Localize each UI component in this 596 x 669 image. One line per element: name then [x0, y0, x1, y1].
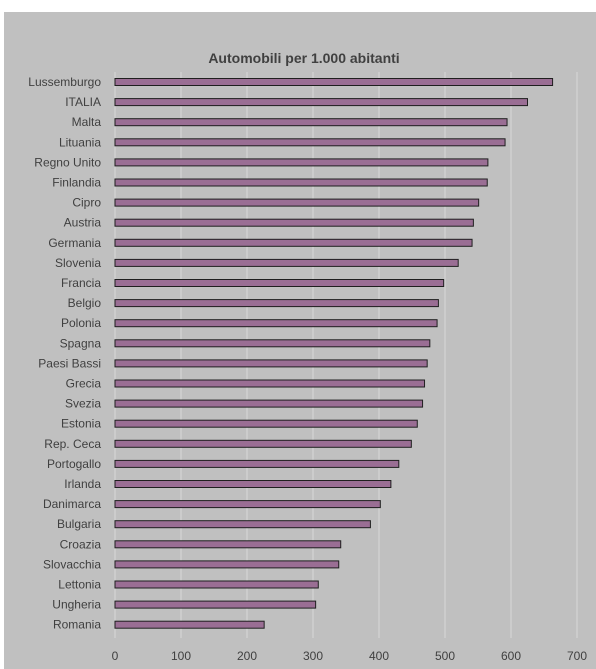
- category-labels: Lussemburgo ITALIA Malta Lituania Regno Unit…: [28, 75, 101, 632]
- category-label: Regno Unito: [34, 155, 101, 169]
- bar-slovenia: [114, 258, 459, 267]
- category-label: Paesi Bassi: [38, 356, 101, 370]
- bar-spagna: [114, 339, 431, 348]
- bar-paesi-bassi: [114, 359, 428, 368]
- category-label: Rep. Ceca: [44, 437, 101, 451]
- chart-container: Automobili per 1.000 abitanti Lussemburg…: [4, 12, 596, 669]
- x-tick-label: 500: [435, 649, 455, 663]
- bar-danimarca: [114, 500, 381, 509]
- category-label: Romania: [53, 618, 101, 632]
- bar-belgio: [114, 299, 439, 308]
- category-label: Germania: [48, 236, 101, 250]
- grid-lines: [114, 72, 578, 638]
- bar-regno-unito: [114, 158, 489, 167]
- category-label: Lituania: [59, 135, 101, 149]
- x-tick-label: 0: [112, 649, 119, 663]
- category-label: Polonia: [61, 316, 101, 330]
- bar-croazia: [114, 540, 342, 549]
- bar-bulgaria: [114, 520, 371, 529]
- category-label: Estonia: [61, 417, 101, 431]
- bar-romania: [114, 620, 265, 629]
- bar-slovacchia: [114, 560, 340, 569]
- category-label: Austria: [64, 216, 102, 230]
- x-tick-label: 700: [567, 649, 587, 663]
- category-label: Slovenia: [55, 256, 101, 270]
- bar-portogallo: [114, 459, 400, 468]
- bar-malta: [114, 118, 508, 127]
- category-label: Slovacchia: [43, 557, 101, 571]
- bar-austria: [114, 218, 474, 227]
- category-label: Cipro: [72, 196, 101, 210]
- category-label: Finlandia: [52, 176, 101, 190]
- bar-estonia: [114, 419, 418, 428]
- x-tick-label: 600: [501, 649, 521, 663]
- category-label: Irlanda: [64, 477, 101, 491]
- bar-lettonia: [114, 580, 319, 589]
- category-label: Lussemburgo: [28, 75, 101, 89]
- bars: [114, 78, 554, 629]
- bar-ungheria: [114, 600, 317, 609]
- bar-irlanda: [114, 480, 392, 488]
- category-label: Bulgaria: [57, 517, 101, 531]
- bar-germania: [114, 238, 473, 247]
- category-label: Malta: [72, 115, 102, 129]
- bar-francia: [114, 279, 445, 287]
- bar-grecia: [114, 379, 426, 388]
- category-label: Spagna: [60, 336, 102, 350]
- category-label: Belgio: [68, 296, 102, 310]
- bar-italia: [114, 98, 528, 107]
- bar-finlandia: [114, 178, 488, 187]
- category-label: Svezia: [65, 397, 101, 411]
- category-label: Croazia: [60, 537, 102, 551]
- x-tick-label: 200: [237, 649, 257, 663]
- category-label: Portogallo: [47, 457, 101, 471]
- category-label: Francia: [61, 276, 101, 290]
- category-label: Ungheria: [52, 598, 101, 612]
- bar-cipro: [114, 198, 480, 207]
- bar-polonia: [114, 319, 438, 328]
- category-label: Lettonia: [58, 578, 101, 592]
- x-tick-label: 300: [303, 649, 323, 663]
- bar-svezia: [114, 399, 424, 408]
- category-label: Danimarca: [43, 497, 101, 511]
- bar-lituania: [114, 138, 506, 147]
- chart-title: Automobili per 1.000 abitanti: [208, 50, 399, 66]
- category-label: Grecia: [66, 377, 102, 391]
- bar-rep-ceca: [114, 439, 412, 448]
- bar-lussemburgo: [114, 78, 554, 86]
- category-label: ITALIA: [65, 95, 101, 109]
- x-tick-labels: 0 100 200 300 400 500 600 700: [112, 649, 588, 663]
- x-tick-label: 100: [171, 649, 191, 663]
- x-tick-label: 400: [369, 649, 389, 663]
- bar-chart: Automobili per 1.000 abitanti Lussemburg…: [28, 50, 588, 663]
